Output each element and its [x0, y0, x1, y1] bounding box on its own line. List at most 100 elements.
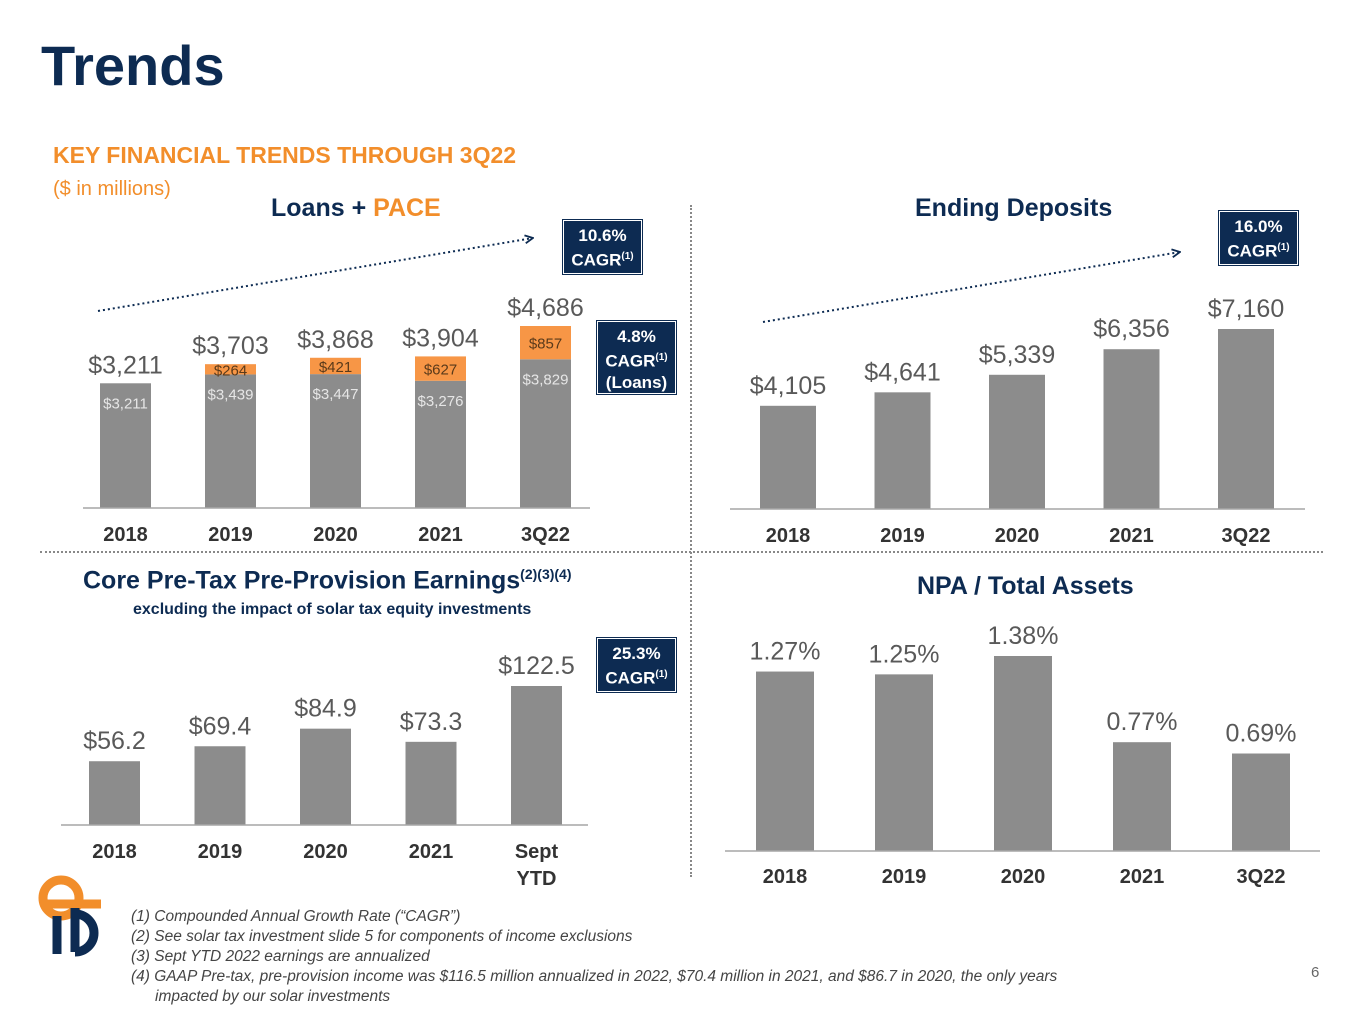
data-label: $73.3: [400, 708, 463, 736]
cagr-pct: 25.3%: [612, 644, 661, 663]
page-number: 6: [1311, 964, 1320, 981]
deposits-chart: $4,105 $4,641 $5,339 $6,356 $7,160 2018 2019 20…: [730, 295, 1305, 547]
bar: [89, 761, 140, 825]
x-tick-label: 3Q22: [1237, 866, 1286, 888]
footnote-4: (4) GAAP Pre-tax, pre-provision income w…: [131, 968, 1058, 985]
pace-bar: [310, 357, 361, 375]
bar: [194, 746, 246, 825]
cagr-extra: (Loans): [605, 372, 668, 392]
data-label: 1.25%: [869, 640, 940, 668]
cagr-label: CAGR: [605, 351, 656, 371]
loans-bar: [205, 374, 256, 508]
loans-segment-label: $3,447: [313, 386, 359, 403]
cagr-ref: (1): [621, 251, 634, 262]
earnings-chart-subtitle: excluding the impact of solar tax equity…: [133, 601, 532, 618]
earnings-title-refs: (2)(3)(4): [520, 566, 572, 582]
data-label: $122.5: [498, 652, 574, 680]
bar: [875, 674, 933, 851]
bar: [989, 374, 1045, 509]
cagr-label: CAGR: [571, 250, 622, 270]
x-tick-label: 2018: [766, 525, 811, 547]
loans-trend-arrow: [97, 238, 533, 312]
company-logo-icon: [38, 875, 101, 957]
cagr-label-line: CAGR(1): [598, 347, 675, 372]
x-tick-label: 2019: [198, 841, 243, 863]
x-tick-label: 2018: [763, 866, 808, 888]
total-label: $3,868: [297, 326, 373, 354]
loans-segment-label: $3,829: [523, 371, 569, 388]
loans-bar: [310, 374, 361, 508]
x-tick-label: 2020: [1001, 866, 1046, 888]
x-tick-label: 2021: [1120, 866, 1165, 888]
bar: [756, 671, 814, 851]
earnings-title-main: Core Pre-Tax Pre-Provision Earnings: [83, 566, 521, 595]
pace-segment-label: $421: [319, 359, 352, 376]
deposits-chart-title: Ending Deposits: [915, 194, 1113, 222]
cagr-label: CAGR: [605, 668, 656, 688]
loans-bar: [415, 380, 466, 508]
cagr-pct: 16.0%: [1234, 217, 1283, 236]
bar: [1103, 349, 1160, 509]
x-tick-label: 2020: [303, 841, 348, 863]
total-label: $3,703: [192, 332, 268, 360]
data-label: $4,641: [864, 358, 940, 386]
bar: [1232, 753, 1290, 851]
footnote-1: (1) Compounded Annual Growth Rate (“CAGR…: [131, 908, 461, 925]
data-label: $5,339: [979, 341, 1055, 369]
x-tick-label: 2021: [409, 841, 454, 863]
deposits-trend-arrow: [762, 252, 1180, 323]
cagr-label-line: CAGR(1): [598, 664, 675, 689]
loans-chart: $3,211 $3,211 $3,439 $264 $3,703 $3,447 $421 $3…: [83, 294, 590, 546]
x-tick-label: 2021: [1109, 525, 1154, 547]
cagr-pct: 4.8%: [617, 327, 656, 346]
earnings-cagr-badge: 25.3% CAGR(1): [597, 638, 676, 692]
x-tick-label: 2019: [882, 866, 927, 888]
x-tick-label: YTD: [517, 868, 557, 890]
loans-chart-title: Loans + PACE: [271, 194, 441, 223]
x-tick-label: Sept: [515, 841, 559, 863]
pace-bar: [415, 356, 466, 381]
data-label: 0.77%: [1107, 708, 1178, 736]
data-label: 1.27%: [750, 638, 821, 666]
data-label: 0.69%: [1226, 720, 1297, 748]
npa-chart: 1.27% 1.25% 1.38% 0.77% 0.69% 2018 2019 2020 202…: [725, 622, 1320, 888]
data-label: $69.4: [189, 712, 252, 740]
bar: [994, 656, 1052, 851]
cagr-ref: (1): [1277, 242, 1290, 253]
footnote-3: (3) Sept YTD 2022 earnings are annualize…: [131, 948, 430, 965]
bar: [874, 392, 931, 509]
x-tick-label: 2019: [880, 525, 925, 547]
total-label: $3,904: [402, 324, 479, 352]
footnote-2: (2) See solar tax investment slide 5 for…: [131, 928, 633, 945]
data-label: $6,356: [1093, 315, 1169, 343]
bar: [1113, 742, 1171, 851]
total-label: $3,211: [88, 351, 163, 379]
bar: [760, 405, 816, 509]
bar: [1218, 329, 1274, 509]
bar: [405, 741, 457, 825]
section-subtitle: KEY FINANCIAL TRENDS THROUGH 3Q22: [53, 142, 517, 168]
earnings-chart-title: Core Pre-Tax Pre-Provision Earnings(2)(3…: [83, 566, 572, 595]
total-label: $4,686: [507, 294, 583, 322]
loans-title-main: Loans +: [271, 194, 374, 222]
pace-segment-label: $627: [424, 362, 457, 379]
pace-segment-label: $264: [214, 362, 247, 379]
data-label: $56.2: [83, 727, 146, 755]
cagr-label-line: CAGR(1): [1220, 237, 1297, 262]
cagr-ref: (1): [655, 669, 668, 680]
data-label: $84.9: [294, 695, 357, 723]
units-note: ($ in millions): [53, 178, 171, 200]
x-tick-label: 2019: [208, 524, 253, 546]
loans-segment-label: $3,211: [103, 395, 148, 412]
x-tick-label: 2018: [92, 841, 137, 863]
loans-bar: [100, 383, 151, 508]
data-label: 1.38%: [988, 622, 1059, 650]
bar: [511, 686, 562, 825]
horizontal-divider: [40, 551, 1323, 553]
pace-bar: [205, 364, 256, 375]
cagr-pct: 10.6%: [578, 226, 627, 245]
loans-only-cagr-badge: 4.8% CAGR(1) (Loans): [597, 321, 676, 394]
earnings-chart: $56.2 $69.4 $84.9 $73.3 $122.5 2018 2019 2020 20…: [61, 652, 588, 890]
x-tick-label: 2018: [103, 524, 148, 546]
